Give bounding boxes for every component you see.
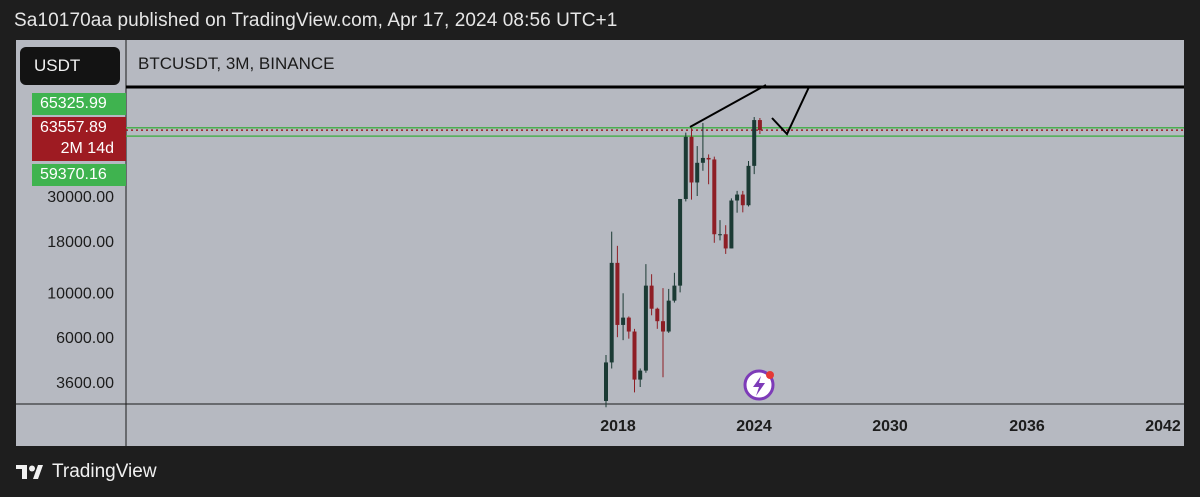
- candle-body: [609, 262, 614, 363]
- candle-body: [643, 285, 648, 371]
- upper-level-price-tag: 65325.99: [32, 93, 126, 115]
- candle: [655, 307, 660, 329]
- candle-body: [689, 136, 694, 183]
- candle-body: [604, 362, 608, 401]
- candle: [626, 316, 631, 339]
- y-tick-label: 10000.00: [47, 285, 114, 302]
- candle-body: [729, 200, 734, 249]
- current-price-value: 63557.89: [40, 119, 107, 136]
- candle: [746, 161, 751, 207]
- candle-body: [621, 317, 626, 325]
- x-tick-label: 2024: [736, 418, 772, 435]
- lightning-emoji-icon: [743, 369, 775, 401]
- candle-body: [661, 321, 665, 332]
- y-tick-label: 18000.00: [47, 234, 114, 251]
- candle-body: [740, 194, 745, 206]
- candle-body: [626, 317, 631, 332]
- chart-canvas[interactable]: 3600.00 6000.00 10000.00 18000.00 30000.00 20…: [16, 40, 1184, 446]
- candle-body: [735, 194, 740, 201]
- publish-header: Sa10170aa published on TradingView.com, …: [14, 10, 618, 31]
- currency-selector[interactable]: USDT: [20, 47, 120, 85]
- candle: [706, 154, 711, 185]
- x-tick-label: 2036: [1009, 418, 1045, 435]
- candle: [621, 293, 626, 341]
- candle-body: [655, 308, 660, 322]
- candle: [609, 231, 614, 369]
- x-tick-label: 2018: [600, 418, 636, 435]
- bar-countdown: 2M 14d: [60, 140, 114, 157]
- candle-body: [672, 285, 677, 301]
- x-tick-label: 2030: [872, 418, 908, 435]
- chart-toolbar-strip: [16, 40, 1184, 86]
- footer-brand[interactable]: TradingView: [16, 461, 157, 483]
- candle: [735, 190, 740, 213]
- candle-body: [757, 120, 762, 131]
- candle: [649, 274, 654, 316]
- candle: [712, 156, 717, 243]
- candle-body: [638, 370, 643, 380]
- y-tick-label: 6000.00: [56, 330, 114, 347]
- candle: [700, 122, 705, 171]
- candle-body: [718, 234, 722, 236]
- candle-body: [700, 157, 705, 163]
- candle: [689, 128, 694, 200]
- candle: [643, 264, 648, 373]
- candle-body: [746, 165, 751, 206]
- candle: [666, 288, 671, 333]
- footer-brand-name: TradingView: [52, 461, 157, 482]
- candle: [757, 117, 762, 135]
- candle-body: [649, 285, 654, 309]
- candle: [638, 368, 643, 388]
- candle: [615, 245, 620, 338]
- candle: [683, 132, 688, 202]
- candle-body: [678, 198, 683, 286]
- candle: [695, 146, 700, 196]
- candle: [718, 220, 722, 241]
- candle-body: [695, 162, 700, 183]
- candle-body: [632, 331, 637, 380]
- candle-body: [752, 120, 757, 166]
- candle: [740, 190, 745, 213]
- lower-level-price-tag: 59370.16: [32, 164, 126, 186]
- candle: [672, 272, 677, 303]
- candle-body: [683, 136, 688, 199]
- candle: [632, 328, 637, 393]
- candle: [604, 354, 608, 408]
- tradingview-logo-icon: [16, 465, 43, 479]
- trend-line: [689, 84, 767, 128]
- candle-body: [712, 159, 717, 235]
- x-tick-label: 2042: [1145, 418, 1181, 435]
- candle: [661, 288, 665, 378]
- candle-body: [666, 300, 671, 332]
- candle: [723, 225, 728, 254]
- y-tick-label: 3600.00: [56, 375, 114, 392]
- candle-body: [723, 234, 728, 249]
- y-tick-label: 30000.00: [47, 189, 114, 206]
- candle-body: [706, 157, 711, 160]
- candle: [752, 117, 757, 175]
- candle: [678, 198, 683, 293]
- symbol-label: BTCUSDT, 3M, BINANCE: [138, 54, 335, 73]
- candle: [729, 198, 734, 249]
- candle-body: [615, 262, 620, 325]
- projection-path: [771, 86, 810, 136]
- chart-area[interactable]: 3600.00 6000.00 10000.00 18000.00 30000.00 20…: [16, 40, 1184, 446]
- current-price-tag: 63557.89 2M 14d: [32, 117, 126, 161]
